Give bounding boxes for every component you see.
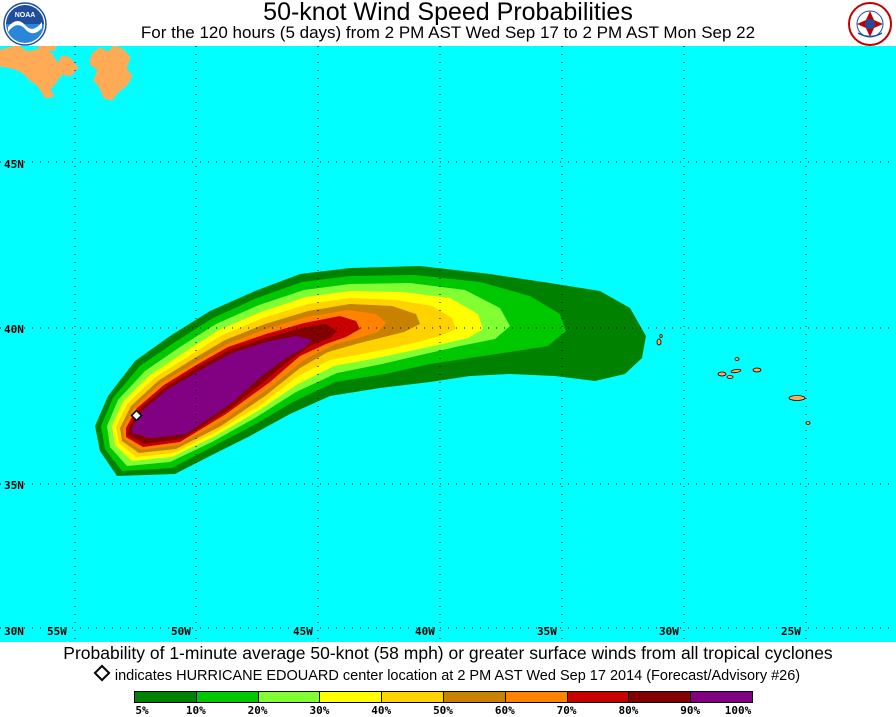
probability-map: 45N 40N 35N 30N 55W 50W 45W 40W 35W 30W … — [0, 46, 896, 642]
land-newfoundland — [0, 46, 133, 101]
legend-label: 50% — [433, 704, 453, 717]
storm-center-note: indicates HURRICANE EDOUARD center locat… — [0, 664, 896, 685]
legend-swatch — [443, 691, 506, 703]
lat-label-40n: 40N — [4, 323, 24, 336]
svg-text:NOAA: NOAA — [15, 12, 36, 19]
legend-label: 100% — [724, 704, 752, 717]
legend-label: 5% — [135, 704, 149, 717]
graticule — [0, 46, 896, 642]
land-azores — [656, 333, 811, 425]
legend-label: 60% — [494, 704, 515, 717]
map-caption: Probability of 1-minute average 50-knot … — [63, 643, 833, 663]
lon-label-35w: 35W — [537, 625, 557, 638]
page-title: 50-knot Wind Speed Probabilities — [263, 0, 633, 26]
contour-90-percent — [132, 336, 312, 438]
lon-label-45w: 45W — [293, 625, 313, 638]
lon-label-50w: 50W — [171, 625, 191, 638]
legend-swatch — [566, 691, 630, 703]
legend-swatch — [257, 691, 321, 703]
storm-center-note-text: indicates HURRICANE EDOUARD center locat… — [114, 668, 801, 684]
longitude-labels: 55W 50W 45W 40W 35W 30W 25W — [47, 625, 801, 638]
header: 50-knot Wind Speed Probabilities For the… — [0, 0, 896, 46]
legend-swatch — [628, 691, 692, 703]
page-subtitle: For the 120 hours (5 days) from 2 PM AST… — [140, 23, 756, 42]
legend-swatch — [195, 691, 259, 703]
legend-swatch — [504, 691, 568, 703]
legend-label: 40% — [371, 704, 392, 717]
probability-contours — [95, 266, 646, 476]
storm-center-marker — [130, 409, 143, 422]
legend-label: 20% — [247, 704, 268, 717]
lon-label-30w: 30W — [659, 625, 679, 638]
legend-label: 90% — [680, 704, 701, 717]
lat-label-45n: 45N — [4, 158, 24, 171]
legend-swatch — [134, 691, 197, 703]
legend-swatch — [319, 691, 383, 703]
legend-label: 10% — [185, 704, 206, 717]
lat-label-30n: 30N — [4, 625, 24, 638]
lon-label-25w: 25W — [781, 625, 801, 638]
probability-legend: 5% 10% 20% 30% 40% 50% 60% 70% 80% 90% 100% — [0, 688, 896, 717]
legend-swatch — [381, 691, 444, 703]
lon-label-55w: 55W — [47, 625, 67, 638]
legend-label: 70% — [556, 704, 577, 717]
legend-label: 30% — [309, 704, 330, 717]
legend-swatch — [690, 691, 753, 703]
latitude-labels: 45N 40N 35N 30N — [4, 158, 24, 638]
diamond-icon — [93, 664, 111, 682]
lat-label-35n: 35N — [4, 479, 24, 492]
lon-label-40w: 40W — [415, 625, 435, 638]
nws-logo-icon — [848, 2, 892, 46]
noaa-logo-icon: NOAA — [3, 2, 47, 46]
legend-label: 80% — [618, 704, 639, 717]
